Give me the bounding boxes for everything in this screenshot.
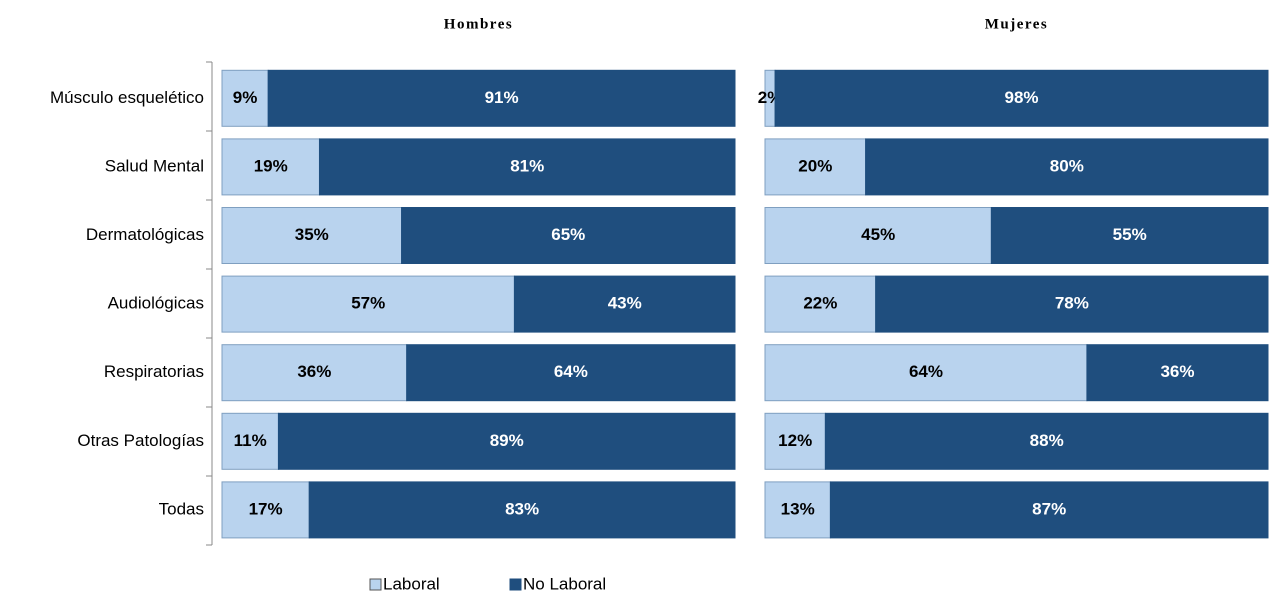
- bar-segment: [764, 138, 867, 196]
- value-label: 87%: [1032, 499, 1066, 518]
- category-label: Dermatológicas: [86, 225, 204, 244]
- bar-segment: [221, 344, 408, 402]
- value-label: 55%: [1113, 225, 1147, 244]
- value-label: 98%: [1005, 88, 1039, 107]
- category-label: Otras Patologías: [77, 431, 204, 450]
- bar-segment: [875, 275, 1269, 333]
- value-label: 89%: [490, 431, 524, 450]
- bar-segment: [829, 481, 1269, 539]
- value-label: 11%: [234, 431, 267, 450]
- bar-segment: [277, 412, 736, 470]
- bar-segment: [513, 275, 736, 333]
- legend-label: No Laboral: [523, 574, 606, 593]
- value-label: 64%: [909, 362, 943, 381]
- bar-segment: [764, 275, 877, 333]
- value-label: 12%: [778, 431, 812, 450]
- bar-segment: [764, 481, 831, 539]
- bar-segment: [401, 207, 736, 264]
- bar-segment: [221, 481, 310, 539]
- bar-segment: [990, 207, 1269, 264]
- value-label: 65%: [551, 225, 585, 244]
- value-label: 91%: [485, 88, 519, 107]
- bar-segment: [318, 138, 736, 196]
- value-label: 78%: [1055, 294, 1089, 313]
- bar-segment: [221, 138, 320, 196]
- legend-label: Laboral: [383, 574, 440, 593]
- value-label: 20%: [798, 156, 832, 175]
- value-label: 45%: [861, 225, 895, 244]
- value-label: 17%: [249, 499, 283, 518]
- value-label: 36%: [297, 362, 331, 381]
- value-label: 80%: [1050, 156, 1084, 175]
- value-label: 13%: [781, 499, 815, 518]
- category-label: Audiológicas: [108, 294, 204, 313]
- bar-segment: [865, 138, 1269, 196]
- value-label: 22%: [803, 294, 837, 313]
- category-label: Respiratorias: [104, 362, 204, 381]
- bar-segment: [824, 412, 1269, 470]
- legend-swatch: [509, 578, 522, 591]
- bar-segment: [1086, 344, 1269, 402]
- category-label: Todas: [159, 499, 204, 518]
- bar-segment: [764, 344, 1088, 402]
- bar-segment: [267, 69, 736, 127]
- chart-title: Hombres: [444, 16, 513, 32]
- bar-segment: [221, 412, 279, 470]
- value-label: 64%: [554, 362, 588, 381]
- value-label: 19%: [254, 156, 288, 175]
- bar-segment: [764, 412, 826, 470]
- bar-segment: [764, 207, 992, 264]
- chart-title: Mujeres: [985, 16, 1049, 32]
- category-label: Músculo esquelético: [50, 88, 204, 107]
- value-label: 36%: [1160, 362, 1194, 381]
- value-label: 9%: [233, 88, 258, 107]
- category-label: Salud Mental: [105, 156, 204, 175]
- value-label: 43%: [608, 294, 642, 313]
- value-label: 35%: [295, 225, 329, 244]
- value-label: 81%: [510, 156, 544, 175]
- bar-segment: [774, 69, 1269, 127]
- value-label: 83%: [505, 499, 539, 518]
- legend-swatch: [369, 578, 382, 591]
- value-label: 57%: [351, 294, 385, 313]
- bar-segment: [308, 481, 736, 539]
- bar-segment: [406, 344, 736, 402]
- value-label: 88%: [1030, 431, 1064, 450]
